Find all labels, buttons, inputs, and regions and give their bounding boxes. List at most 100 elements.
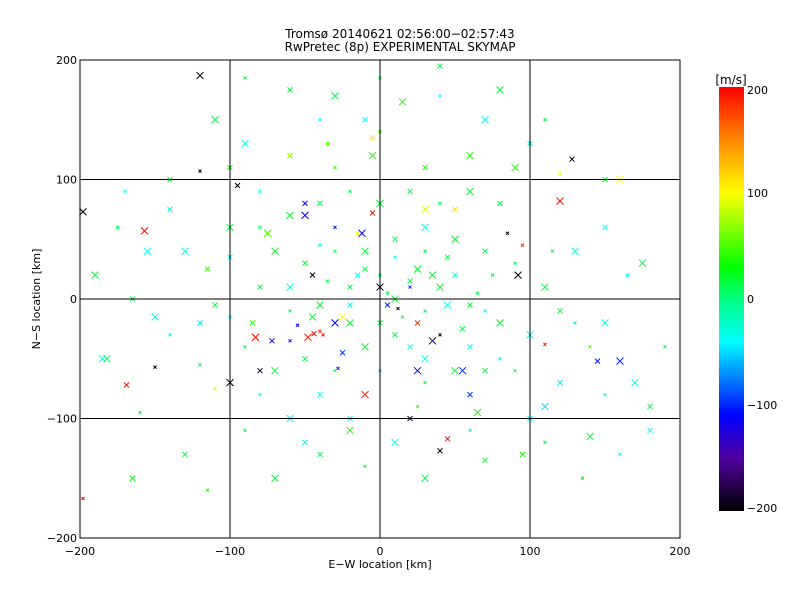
data-point	[616, 357, 624, 365]
data-point	[407, 278, 413, 284]
data-point	[348, 189, 352, 194]
data-point	[437, 63, 443, 69]
colorbar-tick-label: 0	[747, 293, 754, 306]
data-point	[369, 210, 376, 216]
data-point	[483, 309, 487, 313]
data-point	[316, 301, 324, 309]
data-point	[556, 197, 564, 205]
data-point	[302, 439, 308, 446]
data-point	[428, 271, 437, 279]
data-point	[421, 223, 429, 232]
data-point	[138, 410, 142, 415]
data-point	[302, 355, 308, 362]
data-point	[588, 344, 592, 349]
colorbar	[719, 87, 744, 511]
data-point	[79, 207, 87, 216]
x-tick-label: 100	[520, 545, 541, 558]
data-point	[129, 475, 136, 482]
data-point	[398, 97, 407, 106]
data-point	[520, 243, 525, 248]
data-point	[368, 151, 377, 160]
data-point	[347, 284, 353, 290]
data-point	[361, 342, 369, 351]
data-point	[437, 447, 443, 454]
data-point	[346, 319, 354, 327]
data-point	[258, 225, 262, 230]
x-axis-label: E−W location [km]	[328, 558, 431, 571]
data-point	[571, 247, 579, 256]
data-point	[602, 224, 608, 231]
chart-subtitle: RwPretec (8p) EXPERIMENTAL SKYMAP	[285, 40, 516, 54]
data-point	[513, 261, 517, 266]
data-point	[467, 343, 473, 350]
data-point	[482, 457, 488, 464]
data-point	[140, 227, 149, 235]
data-point	[354, 272, 361, 278]
data-point	[251, 333, 260, 342]
data-point	[258, 392, 262, 397]
data-point	[212, 302, 218, 308]
data-point	[363, 464, 367, 469]
data-point	[392, 331, 398, 338]
y-axis-label: N−S location [km]	[30, 249, 43, 350]
data-point	[421, 474, 429, 483]
data-point	[339, 349, 346, 356]
data-point	[288, 309, 292, 313]
data-point	[325, 279, 330, 283]
chart-title: Tromsø 20140621 02:56:00−02:57:43	[284, 27, 514, 41]
data-point	[197, 320, 203, 326]
data-point	[444, 435, 451, 442]
data-point	[362, 266, 368, 272]
data-point	[638, 259, 647, 268]
data-point	[385, 291, 390, 295]
data-point	[451, 235, 459, 244]
data-point	[302, 200, 308, 207]
data-point	[333, 249, 337, 254]
data-point	[482, 367, 488, 374]
data-point	[580, 476, 585, 481]
data-point	[414, 320, 421, 326]
data-point	[647, 427, 653, 434]
data-point	[123, 382, 130, 388]
data-point	[498, 356, 502, 361]
data-point	[243, 428, 247, 433]
data-point	[317, 391, 323, 398]
colorbar-label: [m/s]	[715, 73, 746, 87]
data-point	[594, 358, 601, 364]
data-point	[234, 182, 241, 189]
data-point	[271, 474, 279, 483]
data-point	[407, 188, 413, 195]
data-point	[496, 86, 504, 94]
data-point	[286, 211, 294, 220]
data-point	[304, 333, 312, 342]
data-point	[550, 249, 555, 254]
data-point	[423, 309, 427, 313]
data-point	[625, 273, 630, 277]
data-point	[413, 265, 422, 273]
data-point	[459, 326, 466, 332]
data-point	[331, 319, 339, 327]
data-point	[415, 404, 420, 409]
data-point	[451, 366, 459, 375]
data-point	[362, 116, 368, 123]
data-point	[321, 332, 325, 337]
data-point	[308, 313, 317, 321]
data-point	[151, 313, 159, 321]
data-point	[258, 189, 262, 194]
data-point	[496, 319, 504, 327]
data-point	[557, 308, 563, 314]
data-point	[241, 139, 249, 148]
data-point	[407, 343, 413, 350]
data-point	[511, 163, 519, 172]
data-point	[211, 115, 219, 124]
data-point	[143, 247, 152, 256]
data-point	[586, 432, 594, 441]
data-point	[333, 225, 337, 230]
data-point	[452, 272, 458, 278]
data-point	[318, 243, 322, 248]
data-point	[663, 344, 667, 349]
data-point	[204, 266, 211, 272]
data-point	[103, 354, 111, 363]
data-point	[301, 211, 309, 220]
